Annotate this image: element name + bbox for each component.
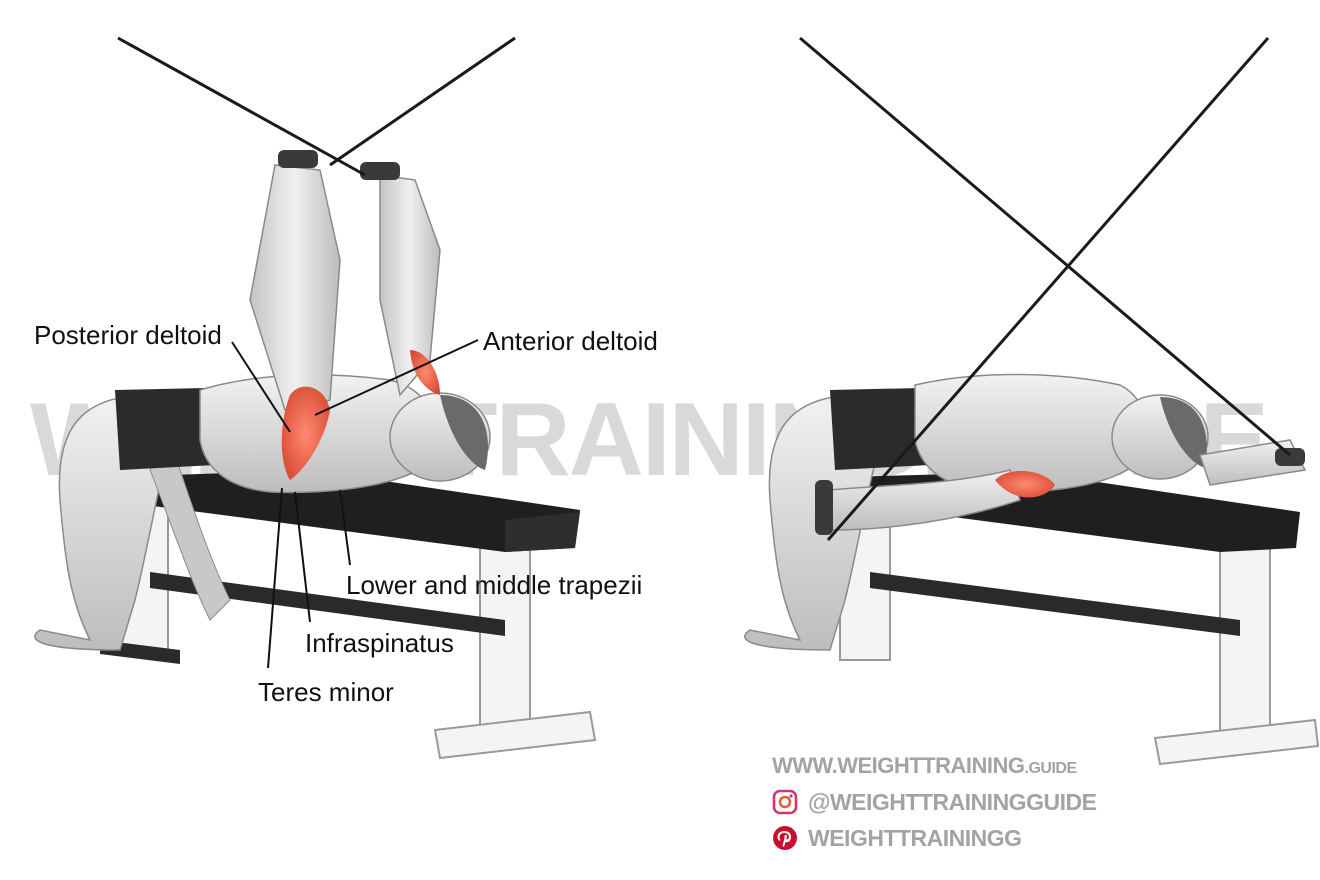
- right-rear-delt-highlight: [995, 470, 1055, 498]
- anterior-deltoid-highlight: [410, 350, 440, 395]
- label-infraspinatus: Infraspinatus: [305, 628, 454, 658]
- left-figure-arms-raised: [34, 36, 597, 760]
- posterior-deltoid-highlight: [281, 386, 330, 480]
- left-cable-1: [117, 36, 366, 177]
- left-cable-2: [329, 36, 516, 167]
- right-figure-arms-out: [744, 36, 1320, 766]
- left-bench: [90, 470, 597, 760]
- label-posterior-deltoid: Posterior deltoid: [34, 320, 222, 350]
- instagram-icon: [772, 789, 798, 815]
- website-credit: WWW.WEIGHTTRAINING.GUIDE: [772, 748, 1102, 784]
- label-anterior-deltoid: Anterior deltoid: [483, 326, 658, 356]
- website-link[interactable]: WWW.WEIGHTTRAINING.GUIDE: [772, 753, 1077, 778]
- pinterest-credit: WEIGHTTRAININGG: [772, 820, 1102, 856]
- label-leader-lines: [231, 339, 479, 669]
- right-cable-2: [826, 37, 1270, 541]
- instagram-credit: @WEIGHTTRAININGGUIDE: [772, 784, 1102, 820]
- pinterest-handle[interactable]: WEIGHTTRAININGG: [808, 824, 1022, 851]
- label-teres-minor: Teres minor: [258, 677, 394, 707]
- right-cable-1: [799, 36, 1291, 457]
- instagram-handle[interactable]: @WEIGHTTRAININGGUIDE: [808, 788, 1097, 815]
- credits-block: WWW.WEIGHTTRAINING.GUIDE @WEIGHTTRAINING…: [772, 748, 1102, 856]
- label-lower-middle-trapezii: Lower and middle trapezii: [346, 570, 643, 600]
- pinterest-icon: [773, 826, 797, 850]
